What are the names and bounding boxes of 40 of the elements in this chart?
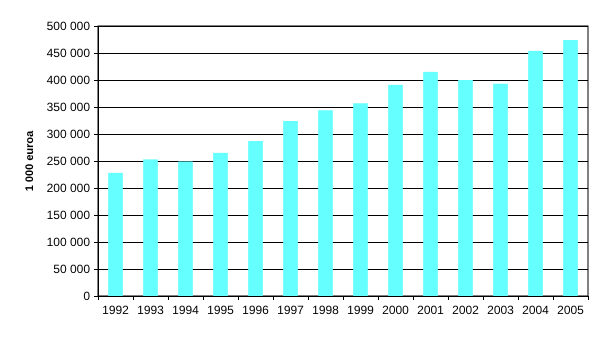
bar: [178, 162, 193, 296]
y-tick-label: 50 000: [53, 262, 90, 276]
x-tick-label: 2005: [557, 303, 584, 317]
y-tick-label: 450 000: [46, 46, 90, 60]
y-tick-label: 250 000: [46, 154, 90, 168]
bar: [563, 40, 578, 296]
y-tick-label: 500 000: [46, 19, 90, 33]
x-tick-label: 1994: [172, 303, 200, 317]
bar: [248, 141, 263, 296]
x-tick-label: 1995: [207, 303, 234, 317]
x-tick-label: 1999: [347, 303, 374, 317]
bar: [423, 72, 438, 296]
x-tick-label: 1993: [137, 303, 164, 317]
y-tick-label: 300 000: [46, 127, 90, 141]
x-tick-label: 1992: [102, 303, 130, 317]
bar: [318, 110, 333, 296]
bar: [388, 84, 403, 296]
y-axis-title: 1 000 euroa: [24, 130, 36, 192]
x-tick-label: 1998: [312, 303, 340, 317]
y-tick-label: 150 000: [46, 208, 90, 222]
x-tick-label: 2003: [487, 303, 514, 317]
x-tick-label: 2002: [452, 303, 480, 317]
x-tick-label: 2001: [417, 303, 444, 317]
x-tick-label: 1997: [277, 303, 304, 317]
bar: [143, 159, 158, 296]
y-tick-label: 200 000: [46, 181, 90, 195]
y-tick-label: 400 000: [46, 73, 90, 87]
x-tick-label: 1996: [242, 303, 270, 317]
bar: [458, 80, 473, 296]
bar: [283, 121, 298, 296]
bar: [213, 152, 228, 296]
bar: [528, 50, 543, 296]
x-tick-label: 2000: [382, 303, 410, 317]
bar: [493, 84, 508, 296]
y-tick-label: 100 000: [46, 235, 90, 249]
y-tick-label: 0: [83, 289, 90, 303]
x-tick-label: 2004: [522, 303, 550, 317]
bar: [108, 172, 123, 296]
bar: [353, 103, 368, 296]
y-tick-label: 350 000: [46, 100, 90, 114]
